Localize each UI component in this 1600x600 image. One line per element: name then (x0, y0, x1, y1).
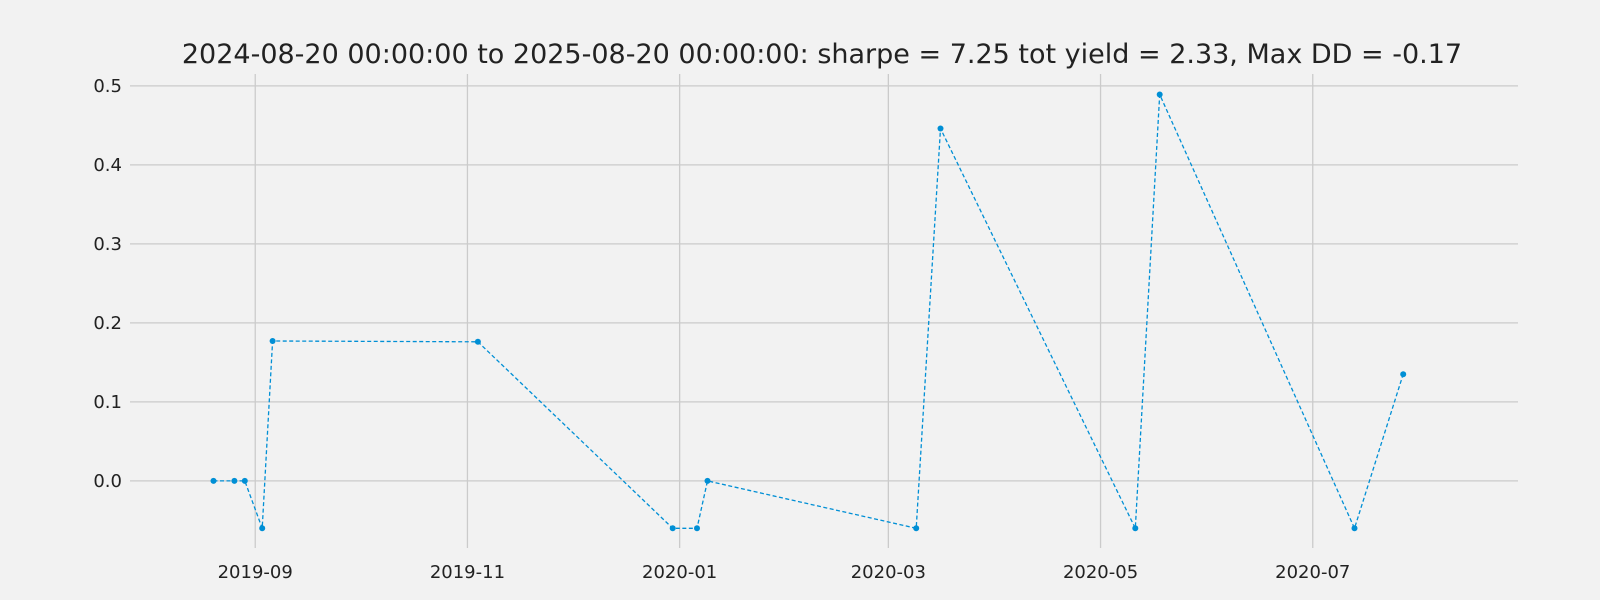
grid (130, 74, 1518, 548)
tick-labels: 0.0 0.1 0.2 0.3 0.4 0.5 2019-09 2019-11 2020-01 2… (93, 76, 1350, 583)
data-point (269, 338, 276, 344)
data-point (694, 525, 700, 532)
data-point (210, 477, 217, 484)
data-point (704, 477, 711, 484)
data-point (231, 477, 238, 484)
x-tick-label: 2019-09 (218, 562, 293, 583)
y-tick-label: 0.2 (93, 313, 122, 334)
data-point (1156, 91, 1163, 98)
x-tick-label: 2020-03 (851, 562, 926, 583)
data-point (241, 477, 248, 484)
y-tick-label: 0.1 (93, 392, 122, 413)
series-line (213, 94, 1404, 531)
x-tick-label: 2019-11 (430, 562, 505, 583)
data-point (913, 525, 920, 532)
series-layer (210, 91, 1407, 532)
data-point (937, 125, 944, 132)
x-tick-label: 2020-07 (1275, 562, 1350, 583)
y-tick-label: 0.3 (93, 234, 122, 255)
data-point (1351, 525, 1358, 532)
data-point (259, 525, 266, 532)
data-point (669, 525, 676, 532)
data-point (1132, 525, 1139, 532)
y-tick-label: 0.4 (93, 155, 122, 176)
x-tick-label: 2020-05 (1063, 562, 1138, 583)
y-tick-label: 0.0 (93, 471, 122, 492)
data-point (474, 338, 481, 345)
data-point (1400, 371, 1407, 378)
x-tick-label: 2020-01 (642, 562, 717, 583)
y-tick-label: 0.5 (93, 76, 122, 97)
chart-title: 2024-08-20 00:00:00 to 2025-08-20 00:00:… (182, 39, 1462, 70)
